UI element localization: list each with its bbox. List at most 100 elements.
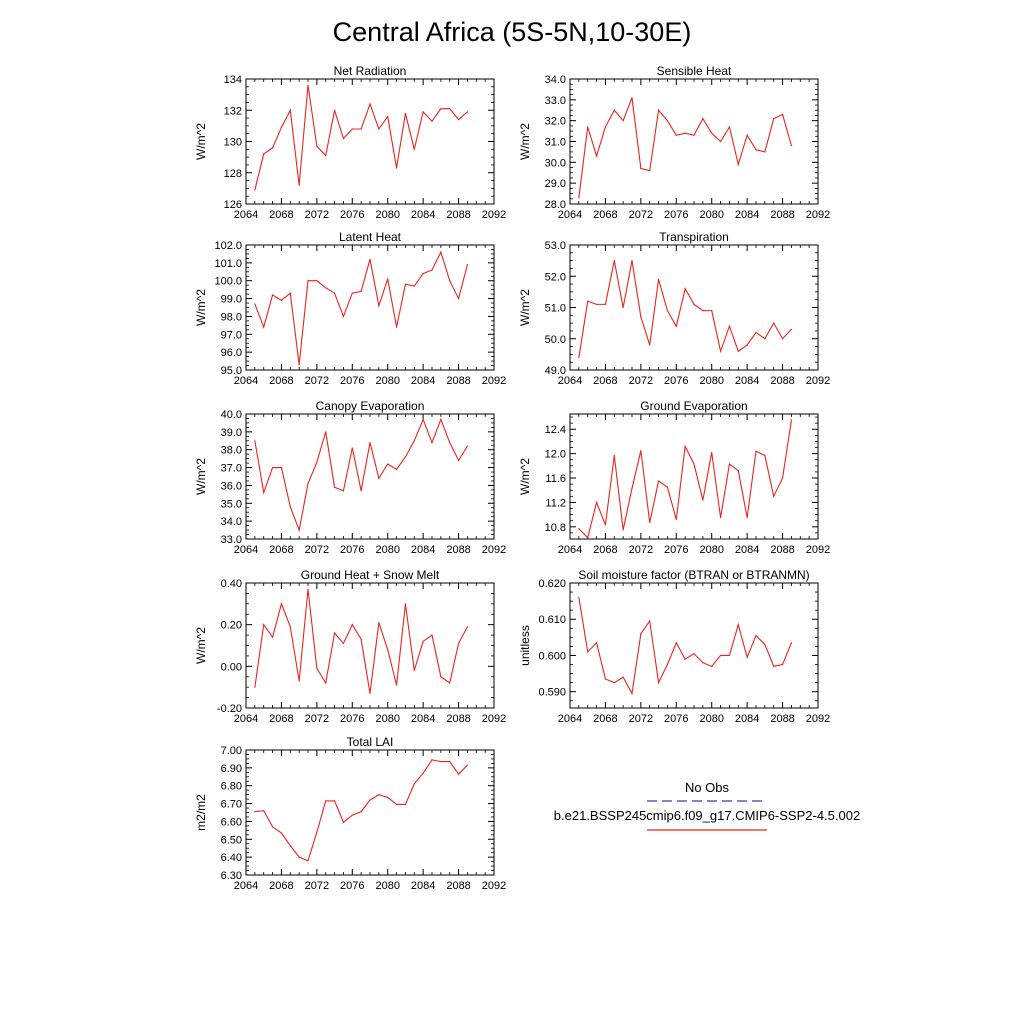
y-tick-label: 128 (224, 168, 242, 180)
y-tick-label: 31.0 (545, 137, 566, 149)
data-point (422, 418, 424, 420)
x-tick-label: 2092 (806, 375, 830, 387)
data-point (657, 480, 660, 482)
data-point (737, 624, 739, 626)
x-tick-label: 2076 (664, 209, 688, 221)
data-point (413, 669, 415, 672)
y-axis-label: unitless (518, 625, 532, 666)
data-point (378, 477, 380, 479)
data-point (449, 441, 451, 444)
x-tick-label: 2072 (629, 375, 653, 387)
data-point (649, 170, 651, 172)
data-point (746, 517, 748, 519)
y-tick-label: 102.0 (214, 240, 242, 252)
x-tick-label: 2092 (482, 375, 506, 387)
data-point (395, 326, 398, 328)
data-point (342, 137, 345, 139)
x-tick-label: 2088 (770, 713, 794, 725)
x-tick-label: 2092 (482, 713, 506, 725)
data-point (693, 653, 695, 655)
x-tick-label: 2088 (446, 880, 470, 892)
series-line (254, 250, 468, 365)
y-tick-label: 6.60 (221, 816, 242, 828)
x-tick-label: 2080 (699, 375, 723, 387)
data-point (404, 283, 407, 285)
x-tick-label: 2072 (629, 209, 653, 221)
data-point (578, 596, 580, 599)
x-tick-label: 2072 (305, 209, 329, 221)
data-point (404, 603, 407, 605)
x-tick-label: 2080 (699, 713, 723, 725)
data-point (657, 682, 660, 684)
x-tick-label: 2088 (770, 209, 794, 221)
x-tick-label: 2084 (411, 880, 435, 892)
data-point (289, 626, 291, 628)
y-tick-label: 38.0 (221, 445, 242, 457)
x-tick-label: 2092 (482, 880, 506, 892)
data-point (622, 306, 624, 309)
data-point (711, 132, 713, 134)
data-point (773, 117, 775, 120)
data-point (440, 761, 442, 763)
y-tick-label: 34.0 (545, 74, 566, 86)
data-point (578, 528, 580, 530)
data-point (378, 621, 380, 624)
data-point (289, 844, 291, 847)
plot-frame (569, 582, 819, 709)
data-point (360, 490, 362, 492)
data-point (790, 419, 793, 421)
data-point (773, 495, 775, 497)
data-point (360, 290, 362, 293)
data-point (684, 445, 686, 447)
data-point (719, 654, 722, 657)
data-point (737, 350, 739, 352)
y-tick-label: 99.0 (221, 294, 242, 306)
panel-title: Ground Heat + Snow Melt (301, 568, 440, 582)
y-tick-label: 11.6 (545, 473, 566, 485)
x-tick-label: 2080 (375, 209, 399, 221)
data-point (728, 325, 731, 327)
x-tick-label: 2088 (446, 375, 470, 387)
series-line (254, 85, 468, 191)
data-point (746, 134, 748, 136)
data-point (263, 810, 265, 812)
data-point (342, 490, 345, 492)
data-point (449, 761, 451, 763)
x-tick-label: 2084 (411, 713, 435, 725)
data-point (578, 197, 580, 199)
data-point (719, 517, 722, 519)
data-point (604, 303, 607, 305)
data-point (773, 322, 775, 324)
data-point (622, 529, 624, 531)
y-tick-label: 33.0 (221, 534, 242, 546)
data-point (413, 440, 415, 442)
series-line (578, 97, 792, 198)
data-point (790, 642, 793, 644)
y-tick-label: 49.0 (545, 365, 566, 377)
data-point (631, 97, 633, 99)
data-point (369, 692, 371, 695)
data-point (307, 483, 309, 485)
data-point (325, 682, 327, 684)
data-point (781, 113, 784, 116)
panel-title: Net Radiation (334, 64, 407, 78)
data-point (440, 676, 442, 678)
x-tick-label: 2072 (305, 880, 329, 892)
x-tick-label: 2076 (664, 375, 688, 387)
data-point (711, 665, 713, 667)
panel-canopy-evaporation: Canopy Evaporation W/m^2 2064 2068 2072 2076 2… (194, 399, 506, 556)
data-point (404, 456, 407, 458)
panel-transpiration: Transpiration W/m^2 2064 2068 2072 2076 2080 20… (518, 230, 830, 387)
data-point (595, 155, 598, 157)
data-point (587, 537, 589, 539)
data-point (263, 624, 265, 626)
data-point (728, 654, 731, 657)
data-point (351, 292, 353, 294)
data-point (631, 487, 633, 489)
data-point (280, 603, 283, 605)
y-tick-label: 0.20 (221, 620, 242, 632)
x-tick-label: 2092 (482, 209, 506, 221)
data-point (271, 466, 274, 469)
data-point (298, 364, 300, 366)
data-point (781, 663, 784, 666)
